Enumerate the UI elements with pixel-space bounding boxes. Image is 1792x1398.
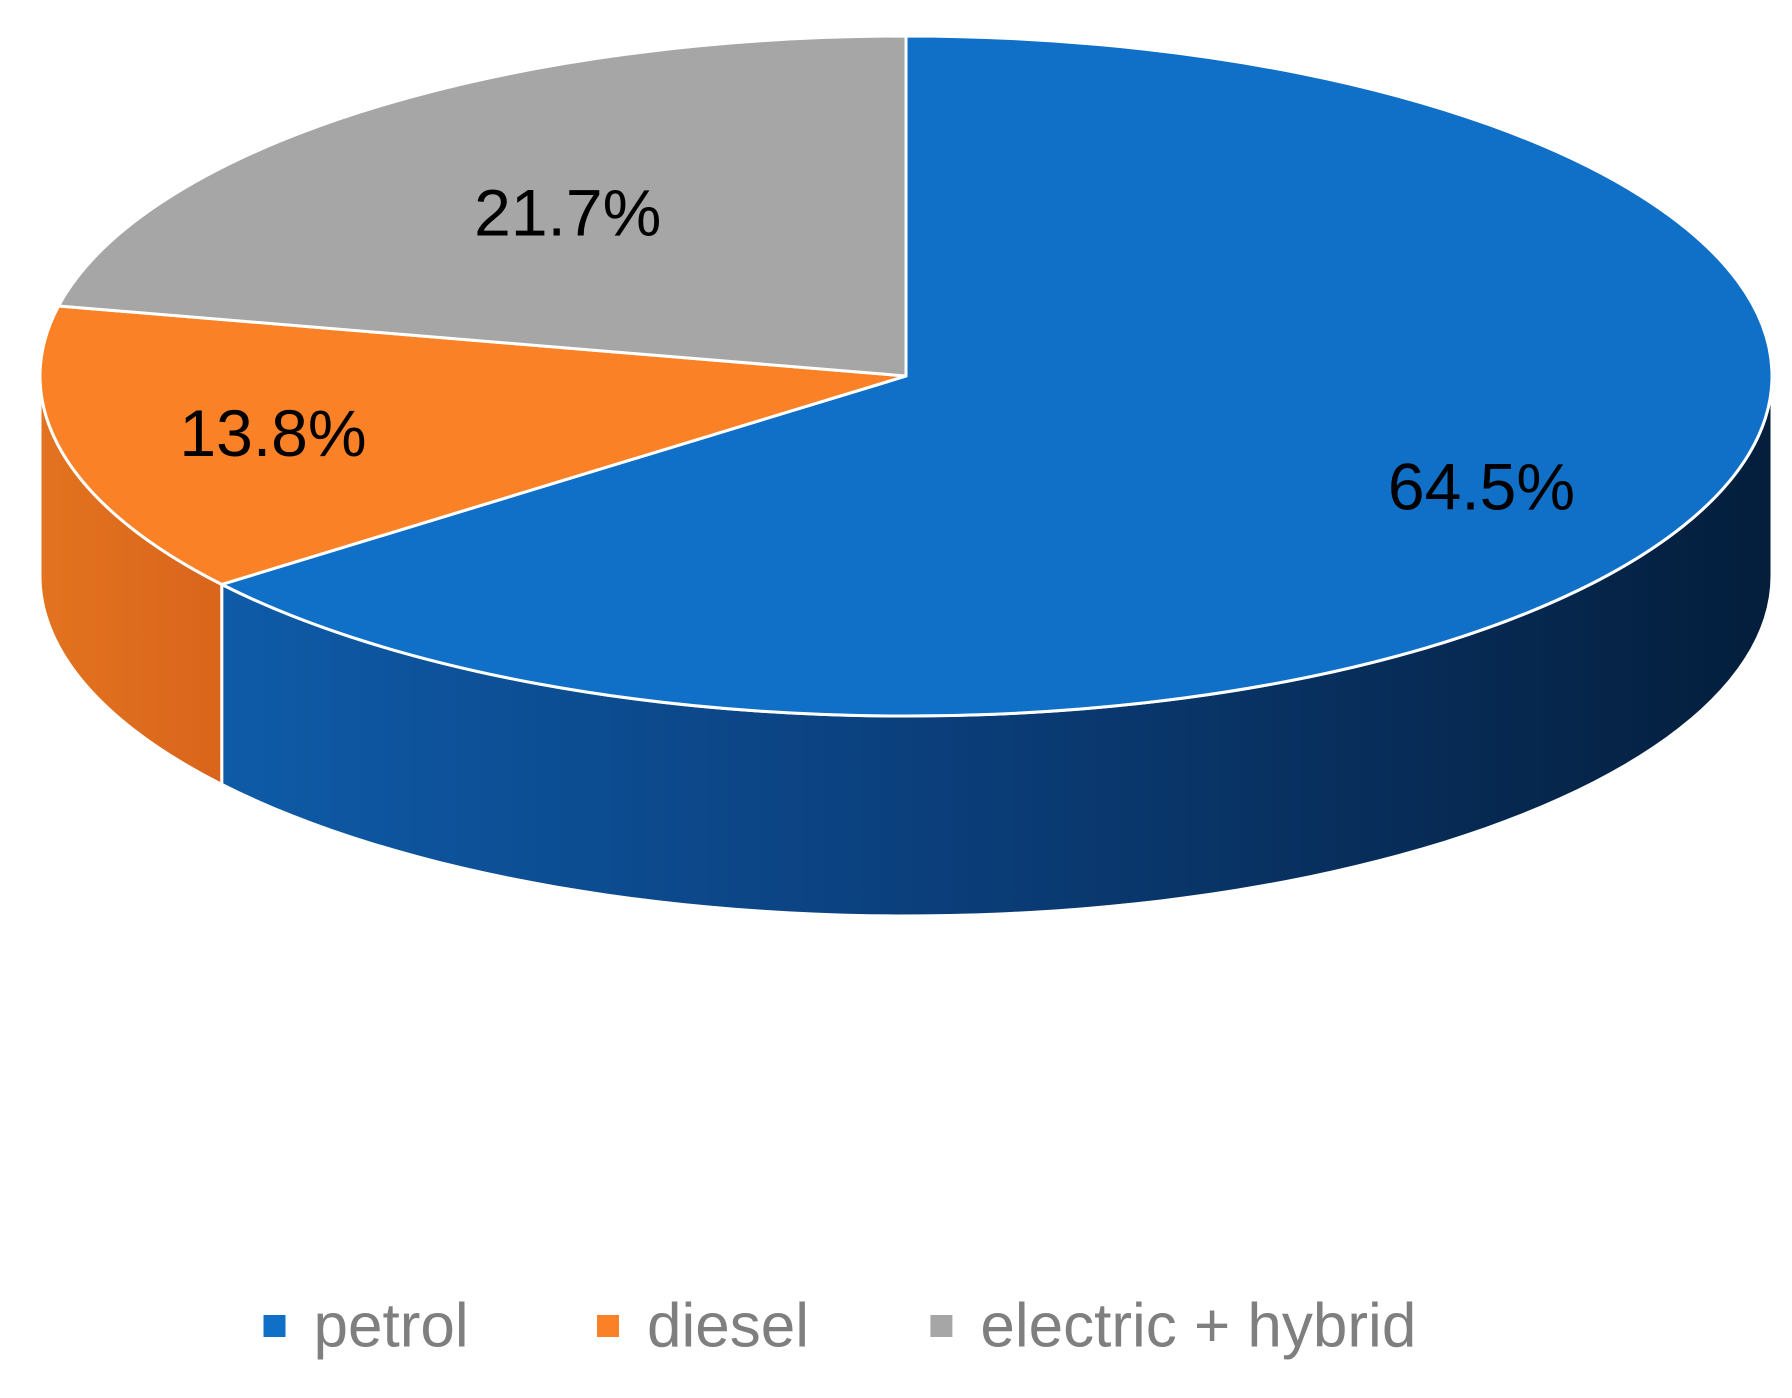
slice-label-petrol: 64.5% [1388,450,1575,524]
legend-swatch [930,1315,953,1337]
legend-item-diesel: diesel [597,1292,809,1361]
legend-swatch [597,1315,619,1337]
slice-electric-hybrid [57,34,908,378]
slice-petrol [220,34,1774,718]
legend-swatch [263,1315,286,1337]
slice-labels: 64.5% 13.8% 21.7% [179,175,1575,523]
legend-label: petrol [314,1292,469,1361]
slice-label-diesel: 13.8% [179,396,366,470]
pie-top [38,34,1774,718]
slice-diesel [38,304,908,586]
legend-item-electric-hybrid: electric + hybrid [930,1292,1416,1361]
legend-item-petrol: petrol [263,1292,469,1361]
slice-label-electric-hybrid: 21.7% [474,175,661,249]
legend-label: diesel [647,1292,809,1361]
legend: petrol diesel electric + hybrid [263,1292,1416,1361]
legend-label: electric + hybrid [980,1292,1416,1361]
